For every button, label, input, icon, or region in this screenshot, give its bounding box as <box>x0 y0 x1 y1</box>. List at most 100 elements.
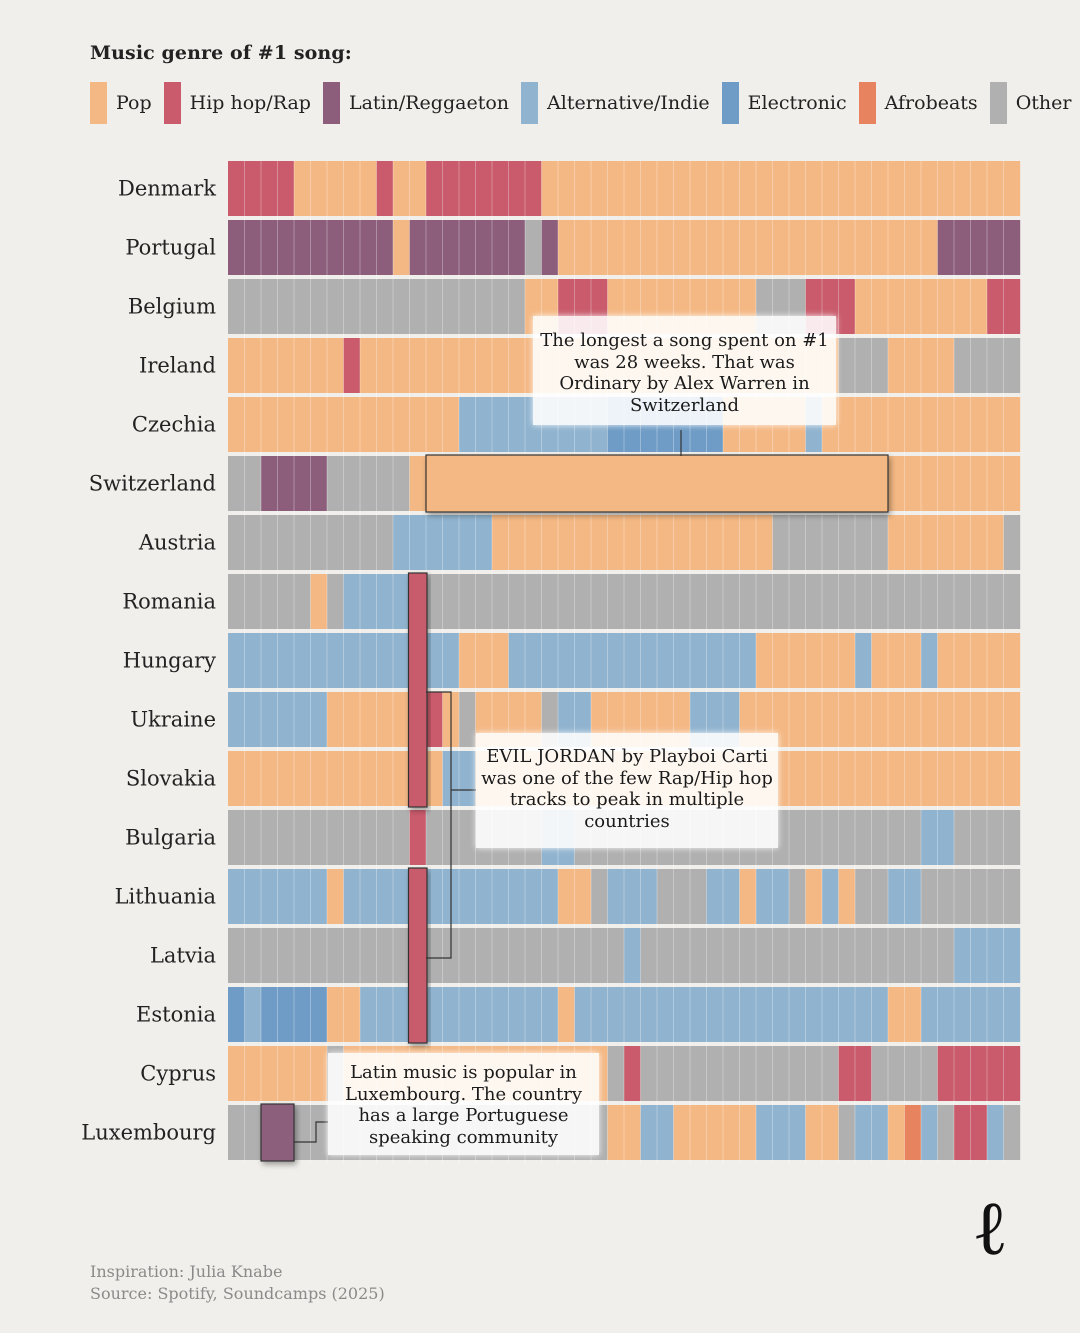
week-cell <box>789 161 806 216</box>
week-cell <box>937 751 955 806</box>
week-cell <box>393 161 410 216</box>
week-cell <box>805 692 823 747</box>
week-cell <box>789 810 806 865</box>
week-cell <box>1003 1105 1021 1160</box>
week-cell <box>904 810 922 865</box>
brand-logo-icon: ℓ <box>976 1183 1005 1272</box>
week-cell <box>558 987 575 1042</box>
week-cell <box>277 1046 295 1101</box>
week-cell <box>855 1105 872 1160</box>
footer: Inspiration: Julia Knabe Source: Spotify… <box>90 1261 385 1305</box>
highlight-0 <box>425 454 889 513</box>
week-cell <box>492 279 509 334</box>
week-cell <box>277 456 295 511</box>
week-cell <box>706 1105 724 1160</box>
week-cell <box>343 338 361 393</box>
week-cell <box>376 456 394 511</box>
week-cell <box>970 574 988 629</box>
week-cell <box>871 279 889 334</box>
week-cell <box>327 633 344 688</box>
week-cell <box>739 161 757 216</box>
week-cell <box>327 456 344 511</box>
week-cell <box>921 574 938 629</box>
week-cell <box>327 928 344 983</box>
week-cell <box>904 633 922 688</box>
week-cell <box>442 338 460 393</box>
week-cell <box>244 869 262 924</box>
week-cell <box>459 338 476 393</box>
week-cell <box>871 692 889 747</box>
week-cell <box>822 1105 839 1160</box>
week-cell <box>772 928 790 983</box>
week-cell <box>459 633 476 688</box>
week-cell <box>937 338 955 393</box>
week-cell <box>558 574 575 629</box>
week-cell <box>492 869 509 924</box>
country-label: Ireland <box>139 354 216 378</box>
week-cell <box>360 869 377 924</box>
week-cell <box>310 928 328 983</box>
week-cell <box>277 751 295 806</box>
week-cell <box>277 338 295 393</box>
week-cell <box>492 987 509 1042</box>
week-cell <box>657 633 674 688</box>
week-cell <box>822 751 839 806</box>
week-cell <box>492 397 509 452</box>
week-cell <box>393 869 410 924</box>
week-cell <box>343 869 361 924</box>
week-cell <box>442 515 460 570</box>
week-cell <box>244 161 262 216</box>
week-cell <box>954 987 971 1042</box>
week-cell <box>508 633 526 688</box>
legend-swatch-alt <box>521 82 539 124</box>
week-cell <box>475 338 493 393</box>
legend-item-hiphop: Hip hop/Rap <box>163 82 311 124</box>
week-cell <box>393 574 410 629</box>
week-cell <box>871 869 889 924</box>
week-cell <box>393 692 410 747</box>
week-cell <box>838 869 856 924</box>
week-cell <box>822 633 839 688</box>
week-cell <box>904 1046 922 1101</box>
week-cell <box>624 869 641 924</box>
week-cell <box>607 161 625 216</box>
week-cell <box>525 869 542 924</box>
week-cell <box>970 456 988 511</box>
week-cell <box>640 633 658 688</box>
legend-swatch-afro <box>858 82 876 124</box>
week-cell <box>987 1046 1004 1101</box>
week-cell <box>690 220 707 275</box>
week-cell <box>277 987 295 1042</box>
week-cell <box>591 633 608 688</box>
week-cell <box>855 279 872 334</box>
week-cell <box>772 220 790 275</box>
week-cell <box>277 633 295 688</box>
week-cell <box>954 515 971 570</box>
week-cell <box>294 456 311 511</box>
week-cell <box>904 515 922 570</box>
week-cell <box>789 515 806 570</box>
week-cell <box>805 633 823 688</box>
week-cell <box>525 574 542 629</box>
week-cell <box>294 338 311 393</box>
week-cell <box>921 456 938 511</box>
week-cell <box>475 633 493 688</box>
week-cell <box>970 279 988 334</box>
week-cell <box>624 161 641 216</box>
week-cell <box>673 161 691 216</box>
week-cell <box>376 338 394 393</box>
week-cell <box>475 220 493 275</box>
week-cell <box>541 220 559 275</box>
week-cell <box>723 633 740 688</box>
week-cell <box>459 161 476 216</box>
week-cell <box>937 869 955 924</box>
week-cell <box>261 515 278 570</box>
week-cell <box>558 515 575 570</box>
week-cell <box>937 1046 955 1101</box>
week-cell <box>459 692 476 747</box>
week-cell <box>409 220 427 275</box>
week-cell <box>888 633 905 688</box>
week-cell <box>360 456 377 511</box>
week-cell <box>574 515 592 570</box>
week-cell <box>426 692 443 747</box>
